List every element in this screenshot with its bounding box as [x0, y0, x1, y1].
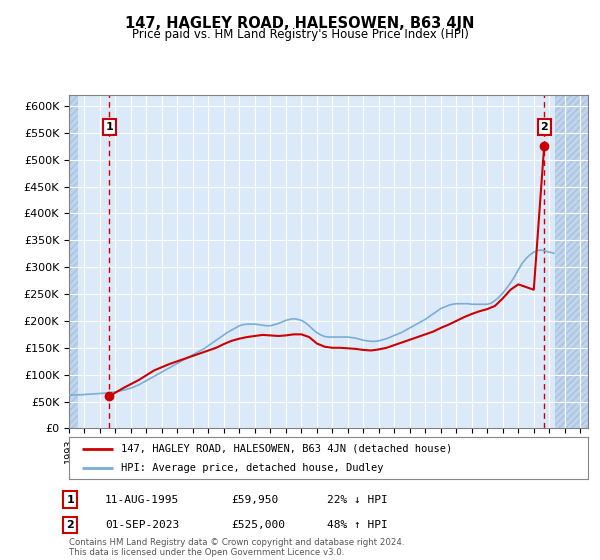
- Text: 11-AUG-1995: 11-AUG-1995: [105, 494, 179, 505]
- Text: 1: 1: [67, 494, 74, 505]
- Bar: [554, 95, 588, 428]
- Text: 22% ↓ HPI: 22% ↓ HPI: [327, 494, 388, 505]
- Text: Contains HM Land Registry data © Crown copyright and database right 2024.
This d: Contains HM Land Registry data © Crown c…: [69, 538, 404, 557]
- Text: £525,000: £525,000: [231, 520, 285, 530]
- Text: 2: 2: [540, 122, 548, 132]
- Text: HPI: Average price, detached house, Dudley: HPI: Average price, detached house, Dudl…: [121, 463, 383, 473]
- Text: 1: 1: [106, 122, 113, 132]
- Text: 147, HAGLEY ROAD, HALESOWEN, B63 4JN (detached house): 147, HAGLEY ROAD, HALESOWEN, B63 4JN (de…: [121, 444, 452, 454]
- Text: £59,950: £59,950: [231, 494, 278, 505]
- Text: 147, HAGLEY ROAD, HALESOWEN, B63 4JN: 147, HAGLEY ROAD, HALESOWEN, B63 4JN: [125, 16, 475, 31]
- Text: Price paid vs. HM Land Registry's House Price Index (HPI): Price paid vs. HM Land Registry's House …: [131, 28, 469, 41]
- Bar: [554, 95, 588, 428]
- Text: 48% ↑ HPI: 48% ↑ HPI: [327, 520, 388, 530]
- Bar: [69, 95, 78, 428]
- Text: 01-SEP-2023: 01-SEP-2023: [105, 520, 179, 530]
- Bar: [69, 95, 78, 428]
- Text: 2: 2: [67, 520, 74, 530]
